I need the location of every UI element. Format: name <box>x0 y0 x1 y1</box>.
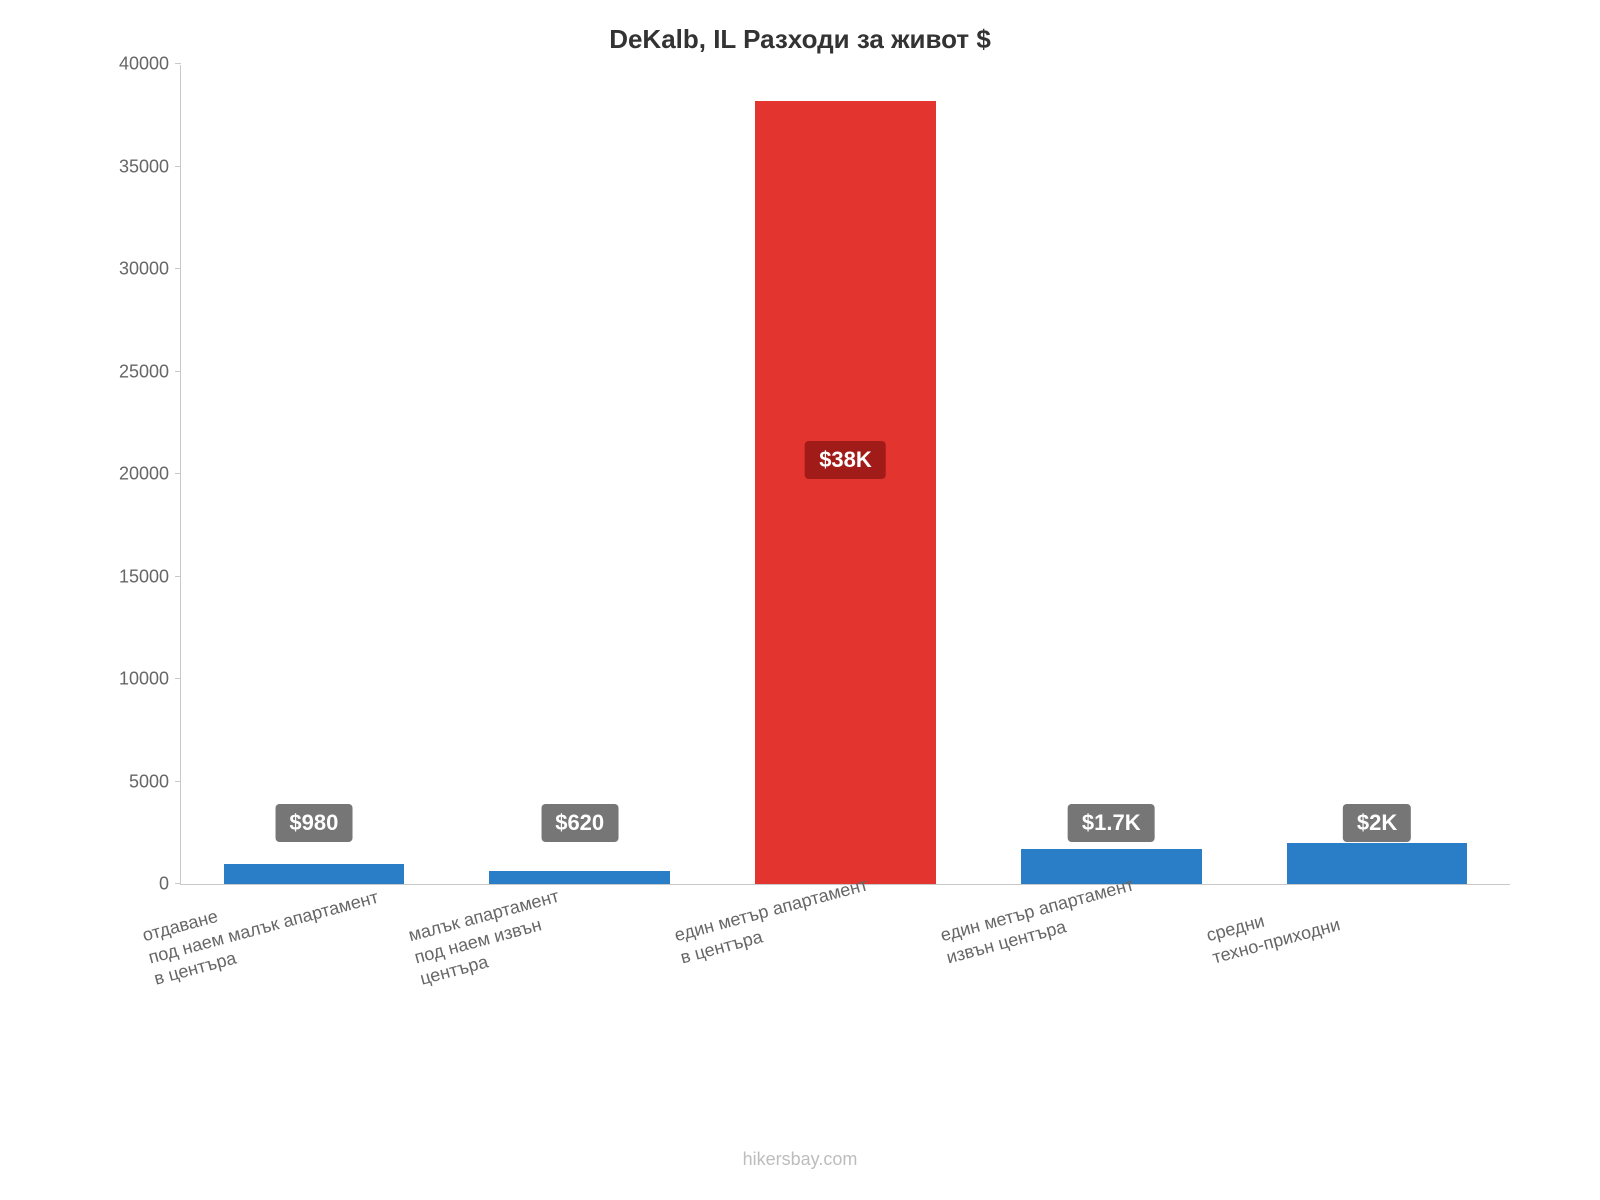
bar-slot: $2K <box>1244 65 1510 884</box>
value-label: $2K <box>1343 804 1411 842</box>
y-tick: 15000 <box>119 566 181 587</box>
y-tick-mark <box>175 576 181 577</box>
x-label: един метър апартамент извън центъра <box>938 873 1142 968</box>
y-tick: 20000 <box>119 464 181 485</box>
watermark: hikersbay.com <box>743 1149 858 1170</box>
value-label: $38K <box>805 441 886 479</box>
plot-area: $980$620$38K$1.7K$2K 0500010000150002000… <box>180 65 1510 885</box>
y-tick-mark <box>175 473 181 474</box>
y-tick-mark <box>175 63 181 64</box>
y-tick-mark <box>175 883 181 884</box>
y-tick: 5000 <box>129 771 181 792</box>
y-tick: 40000 <box>119 54 181 75</box>
y-tick-mark <box>175 166 181 167</box>
y-tick-mark <box>175 781 181 782</box>
y-tick: 10000 <box>119 669 181 690</box>
y-tick: 30000 <box>119 259 181 280</box>
y-tick-mark <box>175 268 181 269</box>
bar-slot: $1.7K <box>978 65 1244 884</box>
x-label: средни техно-приходни <box>1204 891 1343 968</box>
value-label: $980 <box>275 804 352 842</box>
value-label: $620 <box>541 804 618 842</box>
bar <box>489 871 670 884</box>
y-tick: 0 <box>159 874 181 895</box>
bar-slot: $38K <box>713 65 979 884</box>
y-tick: 35000 <box>119 156 181 177</box>
value-label: $1.7K <box>1068 804 1155 842</box>
bar <box>1287 843 1468 884</box>
chart-title: DeKalb, IL Разходи за живот $ <box>40 24 1560 55</box>
cost-of-living-chart: DeKalb, IL Разходи за живот $ $980 $620 $3… <box>0 0 1600 1200</box>
plot-frame: $980 $620 $38K $1.7K $2K 0 5000 10000 15000 2000… <box>50 65 1550 1085</box>
x-label: един метър апартамент в центъра <box>672 873 876 968</box>
y-tick-mark <box>175 371 181 372</box>
x-label: малък апартамент под наем извън центъра <box>406 885 573 990</box>
bar <box>755 101 936 884</box>
bar-slot: $620 <box>447 65 713 884</box>
bar-slot: $980 <box>181 65 447 884</box>
y-tick-mark <box>175 678 181 679</box>
bars-container: $980 $620 $38K $1.7K $2K <box>181 65 1510 884</box>
y-tick: 25000 <box>119 361 181 382</box>
